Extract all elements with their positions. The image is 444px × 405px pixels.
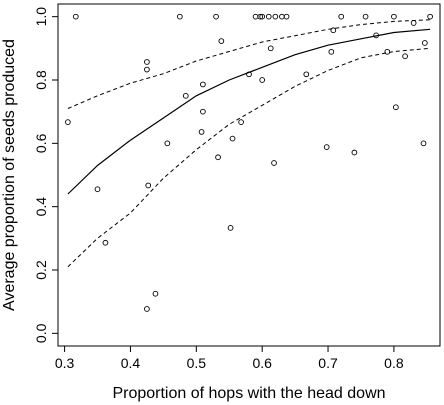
data-point xyxy=(144,66,150,73)
data-point xyxy=(229,135,236,142)
x-tick-label: 0.8 xyxy=(384,355,404,371)
data-point xyxy=(351,149,358,156)
ci-upper-line xyxy=(67,19,431,109)
y-tick-label: 0.4 xyxy=(33,197,49,217)
data-point xyxy=(279,13,285,20)
data-point xyxy=(200,81,206,88)
x-tick-label: 0.6 xyxy=(252,355,272,371)
x-tick-label: 0.5 xyxy=(187,355,207,371)
data-point xyxy=(393,104,399,111)
data-point xyxy=(420,140,427,147)
x-axis-title: Proportion of hops with the head down xyxy=(112,385,385,402)
data-point xyxy=(271,160,277,166)
data-point xyxy=(323,144,330,150)
data-point xyxy=(145,182,152,189)
data-point xyxy=(330,27,337,34)
data-point xyxy=(422,40,428,46)
y-tick-label: 1.0 xyxy=(33,7,49,27)
data-point xyxy=(65,119,71,125)
data-point xyxy=(198,129,205,135)
data-point xyxy=(338,13,345,20)
data-point xyxy=(102,239,109,246)
data-point xyxy=(144,59,150,65)
data-point xyxy=(303,71,310,78)
ci-lower-line xyxy=(67,47,431,268)
data-points xyxy=(65,13,433,312)
data-point xyxy=(402,53,408,60)
data-point xyxy=(265,13,272,20)
data-point xyxy=(259,77,266,83)
data-point xyxy=(246,71,252,78)
data-point xyxy=(200,108,206,115)
data-point xyxy=(218,38,225,44)
fit-curves xyxy=(67,19,431,268)
x-tick-label: 0.4 xyxy=(121,355,141,371)
data-point xyxy=(362,13,369,20)
data-point xyxy=(410,20,417,26)
data-point xyxy=(144,306,150,312)
data-point xyxy=(373,32,379,39)
y-tick-label: 0.8 xyxy=(33,70,49,90)
data-point xyxy=(215,154,221,161)
data-point xyxy=(152,290,159,297)
y-tick-label: 0.2 xyxy=(33,260,49,280)
data-point xyxy=(328,48,335,55)
data-point xyxy=(427,13,433,20)
data-point xyxy=(164,140,171,147)
y-axis-title: Average proportion of seeds produced xyxy=(1,39,18,311)
x-axis: 0.3 0.4 0.5 0.6 0.7 0.8 xyxy=(55,346,404,371)
data-point xyxy=(384,48,391,55)
data-point xyxy=(94,186,101,193)
plot-frame xyxy=(57,3,441,347)
y-tick-label: 0.6 xyxy=(33,133,49,153)
data-point xyxy=(182,92,189,99)
data-point xyxy=(272,13,279,20)
data-point xyxy=(72,13,79,20)
data-point xyxy=(257,13,264,20)
data-point xyxy=(238,119,244,125)
data-point xyxy=(259,13,266,20)
y-axis: 0.0 0.2 0.4 0.6 0.8 1.0 xyxy=(33,7,58,343)
fit-line xyxy=(67,28,431,195)
data-point xyxy=(267,45,274,52)
data-point xyxy=(213,13,219,20)
data-point xyxy=(176,13,183,20)
x-tick-label: 0.7 xyxy=(318,355,338,371)
data-point xyxy=(391,13,397,20)
data-point xyxy=(227,225,234,231)
x-tick-label: 0.3 xyxy=(55,355,75,371)
data-point xyxy=(252,13,259,20)
data-point xyxy=(283,13,290,20)
y-tick-label: 0.0 xyxy=(33,323,49,343)
